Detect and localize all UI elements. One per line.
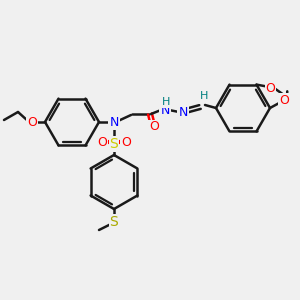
Text: H: H bbox=[162, 97, 170, 107]
Text: O: O bbox=[279, 94, 289, 106]
Text: H: H bbox=[200, 91, 208, 101]
Text: O: O bbox=[27, 116, 37, 128]
Text: N: N bbox=[160, 103, 170, 116]
Text: S: S bbox=[110, 215, 118, 229]
Text: S: S bbox=[110, 137, 118, 151]
Text: O: O bbox=[97, 136, 107, 149]
Text: O: O bbox=[121, 136, 131, 149]
Text: O: O bbox=[266, 82, 275, 95]
Text: N: N bbox=[109, 116, 119, 128]
Text: N: N bbox=[178, 106, 188, 118]
Text: O: O bbox=[149, 121, 159, 134]
